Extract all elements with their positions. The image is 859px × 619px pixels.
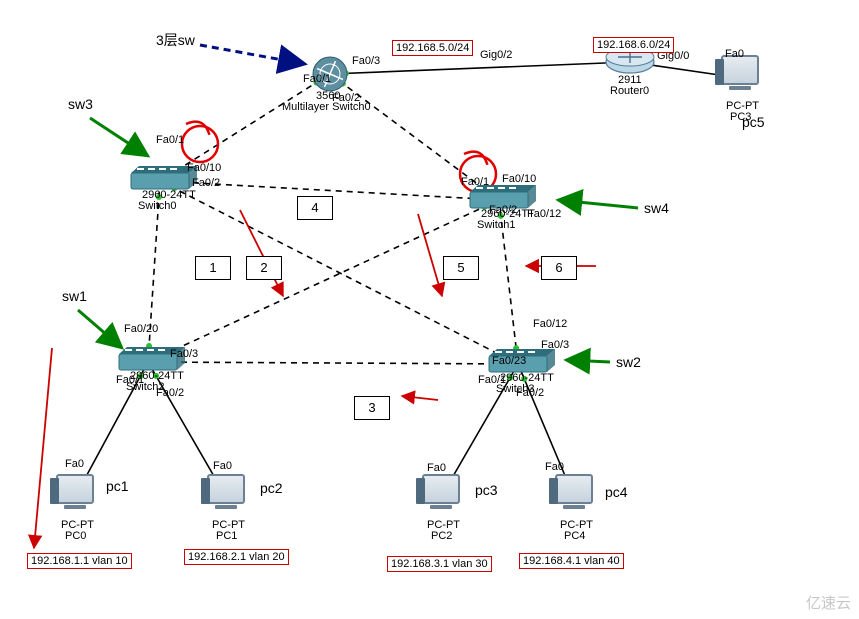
annotation-arrow — [566, 360, 610, 362]
port-label: Fa0 — [545, 461, 564, 473]
port-label: Fa0 — [65, 458, 84, 470]
device-label: PC4 — [564, 530, 585, 542]
device-label: Switch0 — [138, 200, 177, 212]
pc2-icon — [419, 474, 463, 520]
annotation-pc1: pc1 — [106, 478, 129, 494]
port-label: Fa0/1 — [461, 176, 489, 188]
red-arrow — [418, 214, 442, 296]
port-label: Fa0/1 — [156, 134, 184, 146]
annotation-sw1: sw1 — [62, 288, 87, 304]
pc0-icon — [53, 474, 97, 520]
port-label: Fa0/3 — [541, 339, 569, 351]
annotation-sw2: sw2 — [616, 354, 641, 370]
annotation-arrow — [200, 45, 305, 64]
device-label: Switch1 — [477, 219, 516, 231]
annotation-sw4: sw4 — [644, 200, 669, 216]
port-label: Fa0/12 — [533, 318, 567, 330]
number-box-1: 1 — [195, 256, 231, 280]
number-box-5: 5 — [443, 256, 479, 280]
number-box-6: 6 — [541, 256, 577, 280]
annotation-pc3: pc3 — [475, 482, 498, 498]
port-label: Fa0/12 — [527, 208, 561, 220]
port-label: Fa0/10 — [187, 162, 221, 174]
annotation-arrow — [78, 310, 122, 348]
port-label: Fa0/3 — [170, 348, 198, 360]
port-label: Fa0/2 — [156, 387, 184, 399]
number-box-2: 2 — [246, 256, 282, 280]
number-box-3: 3 — [354, 396, 390, 420]
device-label: PC2 — [431, 530, 452, 542]
link-sw4-sw1 — [148, 200, 499, 362]
red-arrow — [240, 210, 283, 296]
port-label: Fa0/1 — [478, 374, 506, 386]
red-arrow — [402, 396, 438, 400]
pc1-icon — [204, 474, 248, 520]
annotation-pc2: pc2 — [260, 480, 283, 496]
ip-label: 192.168.3.1 vlan 30 — [387, 556, 492, 572]
port-label: Fa0/10 — [502, 173, 536, 185]
device-label: PC3 — [730, 111, 751, 123]
pc5-icon — [718, 55, 762, 101]
watermark: 亿速云 — [806, 592, 851, 613]
port-label: Gig0/2 — [480, 49, 512, 61]
port-label: Fa0/1 — [116, 374, 144, 386]
red-arrow — [34, 348, 52, 548]
port-label: Fa0/2 — [489, 204, 517, 216]
annotation-arrow — [90, 118, 148, 156]
port-label: Fa0/2 — [516, 387, 544, 399]
port-label: Fa0/3 — [352, 55, 380, 67]
link-sw1-sw2 — [148, 362, 518, 364]
device-label: PC0 — [65, 530, 86, 542]
port-label: Fa0/2 — [192, 177, 220, 189]
ip-label: 192.168.5.0/24 — [392, 40, 473, 56]
ip-label: 192.168.1.1 vlan 10 — [27, 553, 132, 569]
device-label: PC1 — [216, 530, 237, 542]
pc3-icon — [552, 474, 596, 520]
ip-label: 192.168.6.0/24 — [593, 37, 674, 53]
port-label: Fa0/1 — [303, 73, 331, 85]
port-label: Fa0 — [427, 462, 446, 474]
port-label: Fa0/2 — [332, 92, 360, 104]
annotation-arrow — [558, 200, 638, 208]
annotation-3层sw: 3层sw — [156, 30, 195, 50]
port-label: Fa0/20 — [124, 323, 158, 335]
port-label: Fa0 — [213, 460, 232, 472]
port-label: Fa0/23 — [492, 355, 526, 367]
number-box-4: 4 — [297, 196, 333, 220]
ip-label: 192.168.4.1 vlan 40 — [519, 553, 624, 569]
port-label: Fa0 — [725, 48, 744, 60]
link-mls-sw3 — [160, 74, 330, 181]
device-label: Router0 — [610, 85, 649, 97]
ip-label: 192.168.2.1 vlan 20 — [184, 549, 289, 565]
annotation-sw3: sw3 — [68, 96, 93, 112]
annotation-pc4: pc4 — [605, 484, 628, 500]
